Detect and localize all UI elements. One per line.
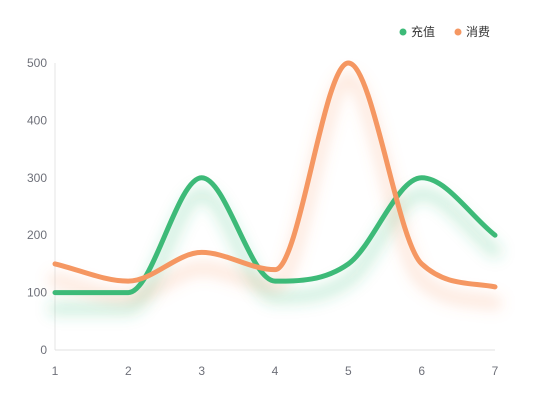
y-tick-label: 400 [27,113,47,127]
y-tick-label: 500 [27,56,47,70]
series-line-2 [52,60,498,290]
legend-marker [454,28,462,36]
y-tick-label: 100 [27,286,47,300]
x-tick-label: 6 [418,364,425,378]
x-tick-label: 2 [125,364,132,378]
legend[interactable]: 充值 消费 [399,24,491,39]
x-tick-label: 1 [52,364,59,378]
series-lines [52,60,498,296]
legend-item-2[interactable]: 消费 [454,25,491,39]
y-tick-label: 0 [40,343,47,357]
x-tick-label: 4 [272,364,279,378]
series-glow [48,72,502,316]
axes: 0 100 200 300 400 500 1 2 3 4 5 6 7 [27,56,499,378]
series-glow-2 [48,72,502,310]
legend-item-1[interactable]: 充值 [399,24,436,39]
legend-marker [399,28,407,36]
x-tick-label: 5 [345,364,352,378]
x-tick-label: 7 [492,364,499,378]
x-tick-label: 3 [198,364,205,378]
y-tick-label: 200 [27,228,47,242]
legend-label: 消费 [466,25,490,39]
legend-label: 充值 [411,24,435,39]
series-glow-1 [48,186,502,316]
series-line-1 [52,175,498,296]
y-tick-label: 300 [27,171,47,185]
